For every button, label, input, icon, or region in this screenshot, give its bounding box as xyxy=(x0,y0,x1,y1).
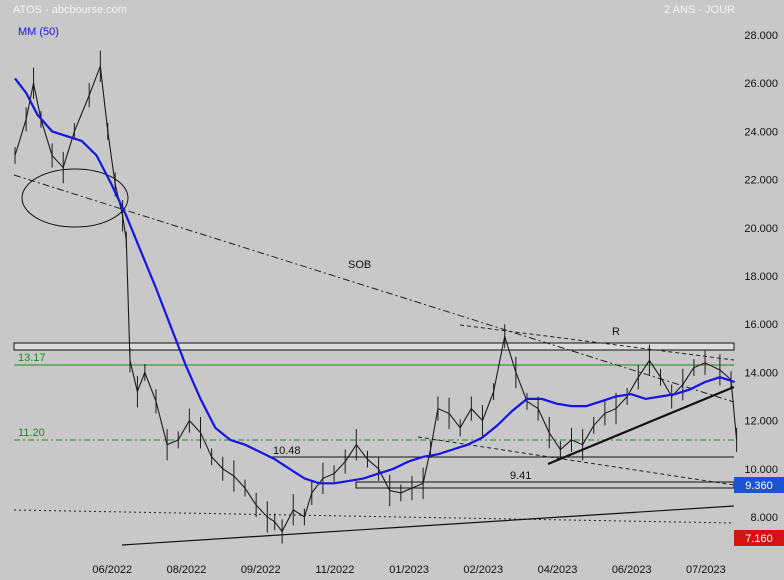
y-tick-label: 16.000 xyxy=(744,319,778,331)
x-tick-label: 11/2022 xyxy=(315,564,354,576)
x-tick-label: 04/2023 xyxy=(538,564,578,576)
y-tick-label: 28.000 xyxy=(744,30,778,42)
x-tick-label: 06/2022 xyxy=(92,564,132,576)
last-price-badge-text: 9.360 xyxy=(745,480,773,492)
x-tick-label: 08/2022 xyxy=(167,564,207,576)
y-tick-label: 12.000 xyxy=(744,416,778,428)
long-term-support-dotted xyxy=(13,509,735,524)
chart-period: 2 ANS - JOUR xyxy=(664,4,735,16)
y-tick-label: 14.000 xyxy=(744,367,778,379)
lower-support-dashed xyxy=(417,436,735,486)
moving-average-line xyxy=(14,77,736,485)
sob-downtrend-line xyxy=(13,174,735,403)
level-13-17-label: 13.17 xyxy=(18,352,46,364)
low-price-badge-text: 7.160 xyxy=(745,533,773,545)
price-series-layer xyxy=(14,50,738,544)
y-tick-label: 20.000 xyxy=(744,223,778,235)
crossover-ellipse xyxy=(21,168,129,228)
resistance-zone xyxy=(13,342,735,351)
x-tick-label: 02/2023 xyxy=(463,564,503,576)
low-price-badge xyxy=(734,530,784,546)
x-tick-label: 06/2023 xyxy=(612,564,652,576)
short-term-uptrend-line xyxy=(547,385,735,466)
long-term-uptrend-line xyxy=(121,505,735,546)
y-tick-label: 8.000 xyxy=(750,512,778,524)
y-tick-label: 18.000 xyxy=(744,271,778,283)
last-price-badge xyxy=(734,477,784,493)
moving-average-layer xyxy=(14,77,736,485)
x-axis: 06/2022 08/2022 09/2022 11/2022 01/2023 02/20… xyxy=(92,564,725,576)
y-tick-label: 10.000 xyxy=(744,464,778,476)
indicator-legend: MM (50) xyxy=(18,26,59,38)
resistance-label: R xyxy=(612,326,620,338)
level-11-20-label: 11.20 xyxy=(18,427,45,439)
y-tick-label: 26.000 xyxy=(744,78,778,90)
level-9-41-label: 9.41 xyxy=(510,470,531,482)
y-axis: 28.000 26.000 24.000 22.000 20.000 18.000 16.0… xyxy=(744,30,778,524)
x-tick-label: 07/2023 xyxy=(686,564,726,576)
x-tick-label: 01/2023 xyxy=(389,564,429,576)
chart-title: ATOS - abcbourse.com xyxy=(13,4,127,16)
level-10-48-label: 10.48 xyxy=(273,445,301,457)
y-tick-label: 24.000 xyxy=(744,126,778,138)
y-tick-label: 22.000 xyxy=(744,175,778,187)
x-tick-label: 09/2022 xyxy=(241,564,281,576)
sob-label: SOB xyxy=(348,259,371,271)
